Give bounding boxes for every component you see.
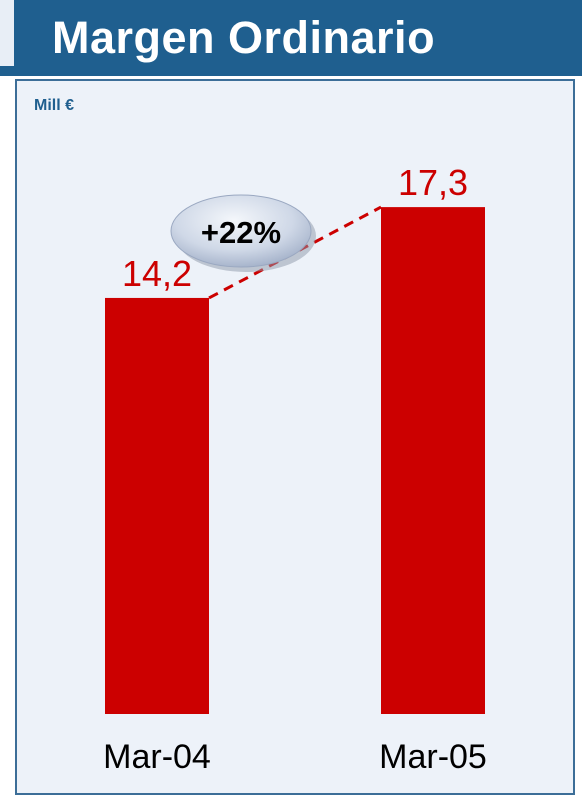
- chart-title: Margen Ordinario: [52, 12, 436, 63]
- unit-label: Mill €: [34, 97, 75, 114]
- title-banner: [0, 0, 582, 76]
- category-label: Mar-05: [379, 738, 487, 776]
- growth-badge: [170, 194, 312, 268]
- bar-mar-05: [381, 207, 485, 715]
- banner-left-strip: [0, 0, 14, 66]
- value-label: 14,2: [122, 253, 192, 294]
- growth-badge-label: +22%: [201, 215, 281, 250]
- value-label: 17,3: [398, 162, 468, 203]
- growth-connector-line: [208, 205, 382, 300]
- category-label: Mar-04: [103, 738, 211, 776]
- bar-mar-04: [105, 297, 209, 714]
